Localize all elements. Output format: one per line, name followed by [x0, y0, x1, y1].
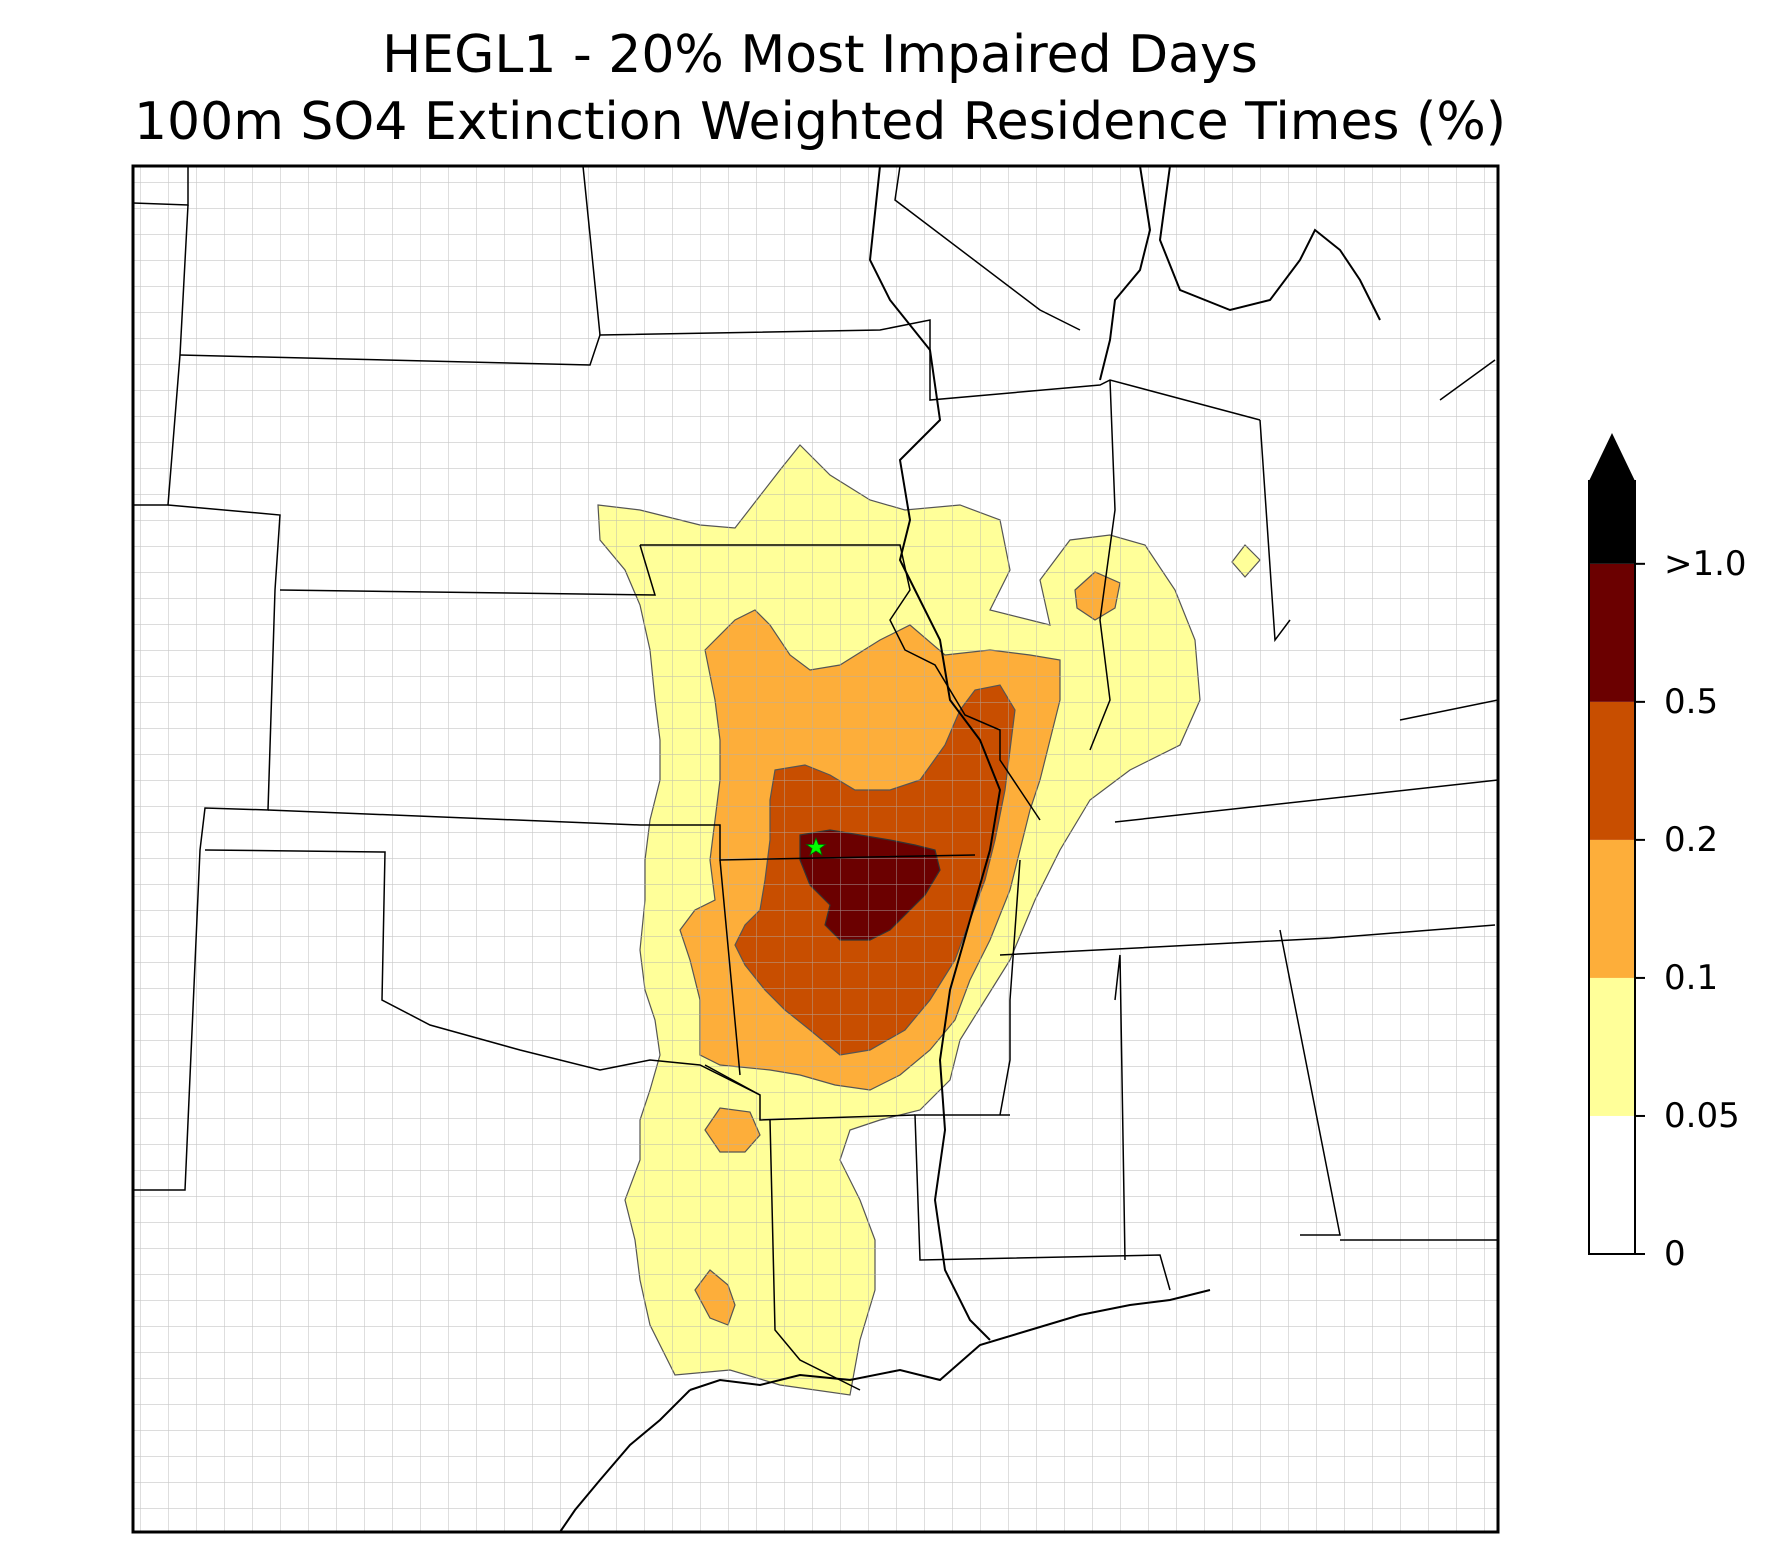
colorbar-band: [1589, 977, 1635, 1116]
state-boundaries: [133, 166, 1498, 1391]
map-title-line-2: 100m SO4 Extinction Weighted Residence T…: [133, 92, 1507, 152]
colorbar-ticks: [1635, 562, 1645, 1255]
map-body: [133, 166, 1498, 1532]
colorbar-band: [1589, 563, 1635, 702]
rivers-and-coast: [559, 166, 1381, 1532]
colorbar-band: [1589, 1115, 1635, 1254]
colorbar-extend-arrow: [1589, 433, 1635, 481]
colorbar-tick-label: 0.1: [1664, 957, 1719, 998]
colorbar-tick-label: 0.05: [1664, 1095, 1740, 1136]
colorbar-outline: [1588, 480, 1636, 1255]
colorbar-band: [1589, 839, 1635, 978]
map-frame: [131, 164, 1500, 1534]
colorbar-band: [1589, 701, 1635, 840]
colorbar: [1588, 433, 1645, 1255]
colorbar-band: [1589, 481, 1635, 564]
colorbar-tick-label: 0: [1664, 1234, 1686, 1274]
site-marker-star: [805, 836, 827, 856]
colorbar-bands: [1589, 481, 1635, 1254]
colorbar-tick-label: >1.0: [1664, 543, 1747, 584]
colorbar-tick-label: 0.5: [1664, 681, 1719, 722]
map-title-line-1: HEGL1 - 20% Most Impaired Days: [382, 25, 1258, 85]
colorbar-tick-label: 0.2: [1664, 819, 1719, 860]
